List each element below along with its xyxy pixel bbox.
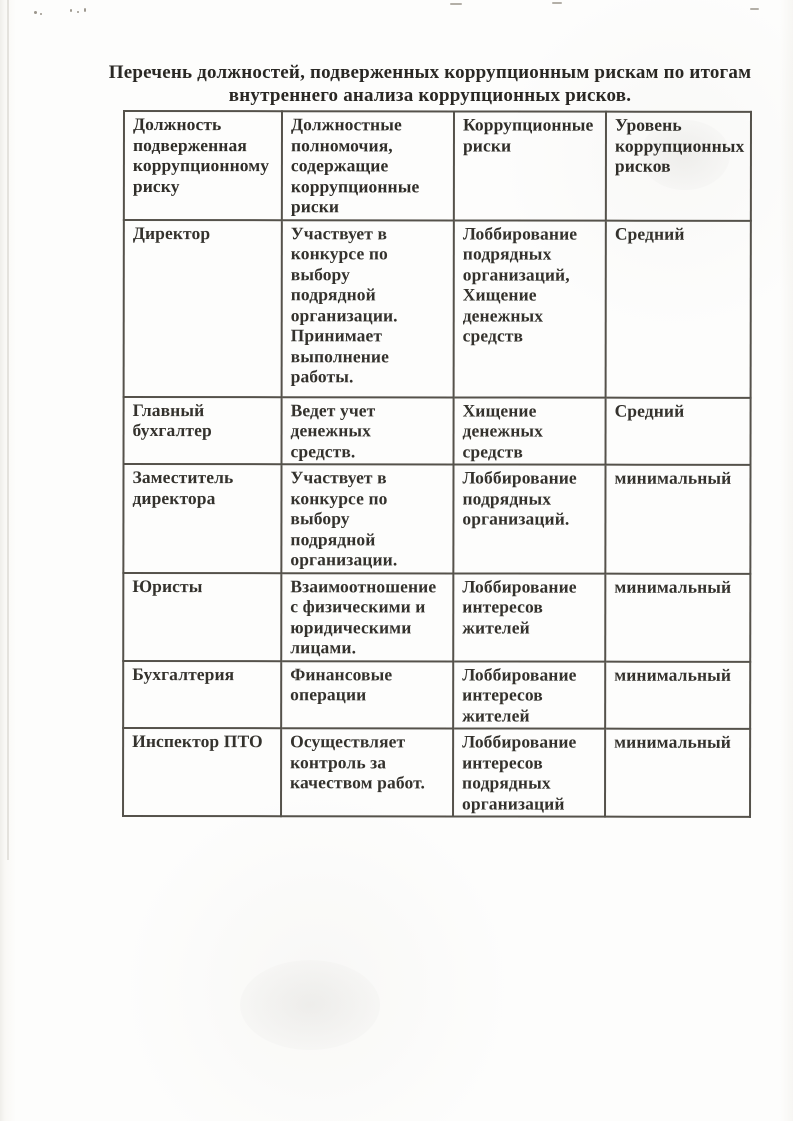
scan-artifact xyxy=(552,2,562,4)
table-row: Заместитель директора Участвует в конкур… xyxy=(123,464,751,574)
pencil-mark xyxy=(84,8,86,12)
table-row: Главный бухгалтер Ведет учет денежных ср… xyxy=(123,396,752,465)
cell-risks: Лоббирование интересов жителей xyxy=(453,660,606,729)
column-header-powers: Должностные полномочия, содержащие корру… xyxy=(281,111,454,220)
pencil-mark xyxy=(70,9,72,12)
table-row: Инспектор ПТО Осуществляет контроль за к… xyxy=(123,728,751,817)
cell-risks: Хищение денежных средств xyxy=(453,396,606,465)
table-row: Юристы Взаимоотношение с физическими и ю… xyxy=(123,572,751,662)
cell-powers: Финансовые операции xyxy=(281,660,454,729)
cell-position: Директор xyxy=(123,219,282,397)
table-row: Директор Участвует в конкурсе по выбору … xyxy=(123,219,752,398)
cell-powers: Участвует в конкурсе по выбору подрядной… xyxy=(281,464,454,573)
column-header-level: Уровень коррупционных рисков xyxy=(605,111,752,221)
scan-smudge xyxy=(240,960,380,1050)
cell-level: минимальный xyxy=(605,573,751,662)
header-row: Должность подверженная коррупционному ри… xyxy=(123,111,752,221)
column-header-risks: Коррупционные риски xyxy=(453,111,606,221)
document-title: Перечень должностей, подверженных корруп… xyxy=(108,62,752,106)
cell-level: Средний xyxy=(605,397,752,465)
scan-edge-line xyxy=(7,0,9,860)
pencil-mark xyxy=(34,11,37,14)
cell-risks: Лоббирование интересов подрядных организ… xyxy=(453,728,606,817)
scan-artifact xyxy=(750,8,759,10)
cell-position: Заместитель директора xyxy=(123,464,282,573)
cell-powers: Осуществляет контроль за качеством работ… xyxy=(281,728,454,817)
cell-risks: Лоббирование подрядных организаций, Хище… xyxy=(453,219,606,398)
pencil-mark xyxy=(40,13,42,15)
corruption-risk-table: Должность подверженная коррупционному ри… xyxy=(122,110,752,818)
cell-level: минимальный xyxy=(605,464,751,574)
cell-powers: Ведет учет денежных средств. xyxy=(281,396,454,465)
cell-level: минимальный xyxy=(605,728,751,817)
cell-level: минимальный xyxy=(605,661,751,729)
cell-powers: Участвует в конкурсе по выбору подрядной… xyxy=(281,219,454,397)
cell-powers: Взаимоотношение с физическими и юридичес… xyxy=(281,572,454,661)
cell-risks: Лоббирование подрядных организаций. xyxy=(453,464,606,574)
table-row: Бухгалтерия Финансовые операции Лоббиров… xyxy=(123,660,751,729)
cell-risks: Лоббирование интересов жителей xyxy=(453,572,606,662)
column-header-position: Должность подверженная коррупционному ри… xyxy=(123,111,282,220)
scan-artifact xyxy=(450,3,462,5)
cell-position: Юристы xyxy=(123,572,282,661)
scan-smudge xyxy=(640,120,730,190)
cell-position: Бухгалтерия xyxy=(123,660,282,729)
cell-level: Средний xyxy=(605,220,752,398)
pencil-mark xyxy=(77,11,79,13)
cell-position: Инспектор ПТО xyxy=(123,728,282,817)
cell-position: Главный бухгалтер xyxy=(123,396,282,465)
